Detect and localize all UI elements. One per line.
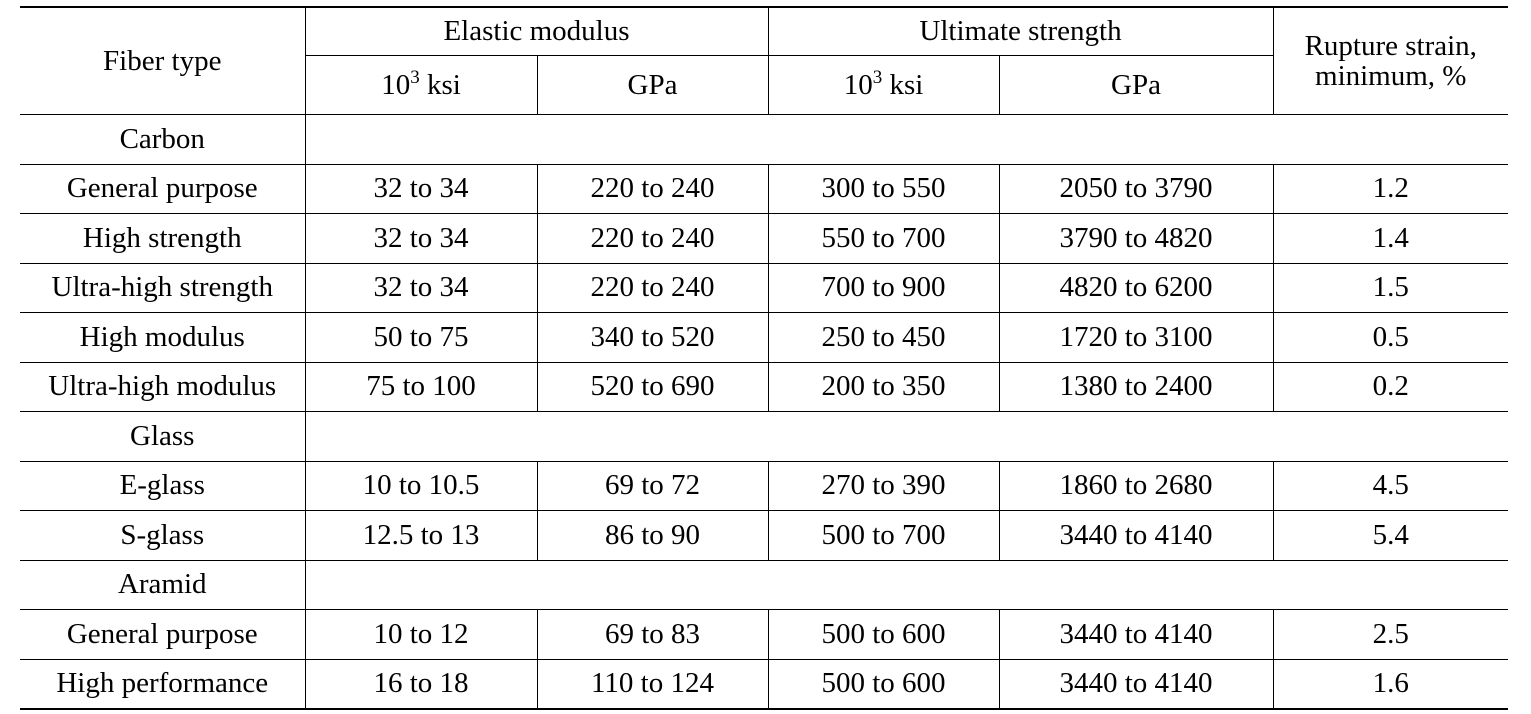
- cell-fiber-type: High modulus: [20, 312, 305, 362]
- cell-rupture-strain: 1.4: [1272, 213, 1508, 263]
- section-spacer: [304, 114, 1508, 164]
- section-spacer: [304, 411, 1508, 461]
- unit-ksi-exponent: 3: [872, 66, 883, 88]
- cell-elastic-modulus-ksi: 50 to 75: [304, 312, 537, 362]
- table-row: High modulus 50 to 75 340 to 520 250 to 450…: [20, 312, 1508, 362]
- section-row: Carbon: [20, 114, 1508, 164]
- cell-ultimate-strength-ksi: 700 to 900: [767, 262, 999, 313]
- table-row: General purpose 10 to 12 69 to 83 500 to 60…: [20, 609, 1508, 659]
- unit-ksi-base: 10: [843, 68, 873, 101]
- cell-ultimate-strength-ksi: 270 to 390: [767, 460, 999, 511]
- table-header: Fiber type Elastic modulus Ultimate stre…: [20, 6, 1508, 115]
- cell-ultimate-strength-gpa: 1860 to 2680: [998, 460, 1273, 511]
- header-ultimate-strength-ksi: 103 ksi: [767, 55, 999, 115]
- section-label: Aramid: [20, 559, 305, 610]
- cell-ultimate-strength-gpa: 3790 to 4820: [998, 213, 1273, 263]
- table-row: E-glass 10 to 10.5 69 to 72 270 to 390 1860 …: [20, 460, 1508, 511]
- cell-fiber-type: High performance: [20, 658, 305, 710]
- cell-elastic-modulus-ksi: 32 to 34: [304, 213, 537, 263]
- cell-fiber-type: E-glass: [20, 460, 305, 511]
- cell-elastic-modulus-gpa: 220 to 240: [536, 262, 768, 313]
- cell-fiber-type: General purpose: [20, 163, 305, 214]
- cell-fiber-type: S-glass: [20, 510, 305, 560]
- header-rupture-strain-line1: Rupture strain,: [1304, 30, 1477, 62]
- cell-elastic-modulus-ksi: 32 to 34: [304, 262, 537, 313]
- cell-elastic-modulus-gpa: 220 to 240: [536, 213, 768, 263]
- header-ultimate-strength-gpa: GPa: [998, 55, 1273, 115]
- cell-rupture-strain: 4.5: [1272, 460, 1508, 511]
- table-row: Ultra-high modulus 75 to 100 520 to 690 200…: [20, 361, 1508, 412]
- table-row: Ultra-high strength 32 to 34 220 to 240 700…: [20, 262, 1508, 313]
- cell-ultimate-strength-gpa: 4820 to 6200: [998, 262, 1273, 313]
- cell-ultimate-strength-ksi: 300 to 550: [767, 163, 999, 214]
- cell-ultimate-strength-ksi: 200 to 350: [767, 361, 999, 412]
- cell-rupture-strain: 1.6: [1272, 658, 1508, 710]
- section-spacer: [304, 559, 1508, 610]
- cell-elastic-modulus-ksi: 12.5 to 13: [304, 510, 537, 560]
- table-row: High performance 16 to 18 110 to 124 500 to…: [20, 658, 1508, 710]
- cell-elastic-modulus-gpa: 86 to 90: [536, 510, 768, 560]
- table-body: Carbon General purpose 32 to 34 220 to 240 3…: [20, 114, 1508, 710]
- cell-ultimate-strength-ksi: 500 to 700: [767, 510, 999, 560]
- header-fiber-type: Fiber type: [20, 6, 305, 115]
- section-label: Carbon: [20, 114, 305, 164]
- cell-fiber-type: Ultra-high modulus: [20, 361, 305, 412]
- cell-ultimate-strength-ksi: 550 to 700: [767, 213, 999, 263]
- unit-ksi-suffix: ksi: [882, 68, 924, 101]
- cell-elastic-modulus-ksi: 10 to 12: [304, 609, 537, 659]
- header-rupture-strain-line2: minimum, %: [1315, 60, 1467, 92]
- unit-ksi-exponent: 3: [410, 66, 420, 88]
- cell-ultimate-strength-gpa: 3440 to 4140: [998, 510, 1273, 560]
- unit-ksi-base: 10: [381, 68, 411, 101]
- unit-ksi-suffix: ksi: [419, 68, 461, 101]
- cell-rupture-strain: 1.2: [1272, 163, 1508, 214]
- section-row: Aramid: [20, 559, 1508, 610]
- cell-ultimate-strength-gpa: 1380 to 2400: [998, 361, 1273, 412]
- cell-elastic-modulus-ksi: 10 to 10.5: [304, 460, 537, 511]
- cell-elastic-modulus-ksi: 16 to 18: [304, 658, 537, 710]
- cell-elastic-modulus-gpa: 69 to 83: [536, 609, 768, 659]
- cell-rupture-strain: 0.5: [1272, 312, 1508, 362]
- section-label: Glass: [20, 411, 305, 461]
- cell-fiber-type: Ultra-high strength: [20, 262, 305, 313]
- header-elastic-modulus-ksi: 103 ksi: [304, 55, 537, 115]
- cell-rupture-strain: 2.5: [1272, 609, 1508, 659]
- cell-ultimate-strength-gpa: 2050 to 3790: [998, 163, 1273, 214]
- cell-rupture-strain: 1.5: [1272, 262, 1508, 313]
- cell-elastic-modulus-gpa: 520 to 690: [536, 361, 768, 412]
- header-ultimate-strength: Ultimate strength: [767, 6, 1273, 56]
- table-row: S-glass 12.5 to 13 86 to 90 500 to 700 3440 …: [20, 510, 1508, 560]
- cell-ultimate-strength-gpa: 1720 to 3100: [998, 312, 1273, 362]
- section-row: Glass: [20, 411, 1508, 461]
- table-row: High strength 32 to 34 220 to 240 550 to 70…: [20, 213, 1508, 263]
- header-elastic-modulus-gpa: GPa: [536, 55, 768, 115]
- table-row: General purpose 32 to 34 220 to 240 300 to …: [20, 163, 1508, 214]
- cell-elastic-modulus-ksi: 75 to 100: [304, 361, 537, 412]
- cell-ultimate-strength-ksi: 500 to 600: [767, 609, 999, 659]
- cell-elastic-modulus-gpa: 69 to 72: [536, 460, 768, 511]
- cell-ultimate-strength-gpa: 3440 to 4140: [998, 658, 1273, 710]
- header-rupture-strain: Rupture strain, minimum, %: [1272, 6, 1508, 115]
- cell-ultimate-strength-gpa: 3440 to 4140: [998, 609, 1273, 659]
- cell-rupture-strain: 0.2: [1272, 361, 1508, 412]
- cell-rupture-strain: 5.4: [1272, 510, 1508, 560]
- cell-elastic-modulus-gpa: 340 to 520: [536, 312, 768, 362]
- fiber-properties-table: Fiber type Elastic modulus Ultimate stre…: [20, 6, 1508, 710]
- cell-ultimate-strength-ksi: 500 to 600: [767, 658, 999, 710]
- cell-fiber-type: High strength: [20, 213, 305, 263]
- cell-ultimate-strength-ksi: 250 to 450: [767, 312, 999, 362]
- cell-elastic-modulus-gpa: 220 to 240: [536, 163, 768, 214]
- header-elastic-modulus: Elastic modulus: [304, 6, 768, 56]
- cell-elastic-modulus-gpa: 110 to 124: [536, 658, 768, 710]
- cell-elastic-modulus-ksi: 32 to 34: [304, 163, 537, 214]
- cell-fiber-type: General purpose: [20, 609, 305, 659]
